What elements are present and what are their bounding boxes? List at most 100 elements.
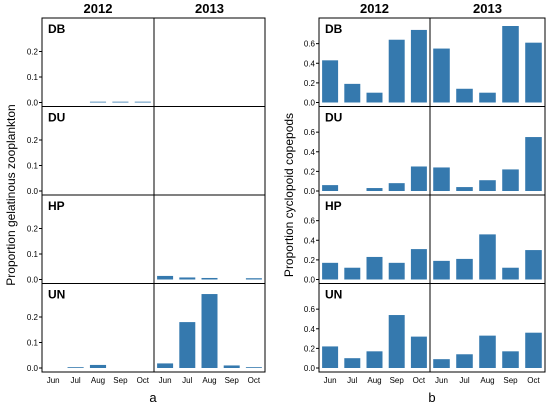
year-header: 2013 — [195, 1, 224, 16]
bar — [410, 249, 427, 280]
y-tick-label: 0.2 — [27, 225, 39, 234]
y-tick-label: 0.6 — [304, 40, 316, 49]
bar — [388, 315, 405, 368]
chart-b: 2012 2013 Proportion cyclopoid copepods 0.0… — [282, 1, 546, 405]
bar — [525, 42, 542, 103]
month-label: Oct — [527, 376, 540, 385]
bar — [479, 92, 496, 103]
y-tick-label: 0.0 — [304, 99, 316, 108]
site-label: UN — [325, 288, 342, 302]
y-tick-label: 0.0 — [27, 276, 39, 285]
bar — [344, 267, 361, 280]
bar — [89, 364, 107, 368]
bar — [410, 166, 427, 191]
year-header: 2013 — [473, 1, 502, 16]
month-label: Sep — [225, 376, 240, 385]
y-tick-label: 0.4 — [304, 236, 316, 245]
y-tick-label: 0.0 — [304, 276, 316, 285]
subfigure-label: b — [428, 390, 435, 405]
bar — [245, 278, 262, 280]
month-label: Sep — [113, 376, 128, 385]
bar — [157, 363, 174, 368]
month-label: Jun — [324, 376, 337, 385]
month-label: Jun — [47, 376, 60, 385]
y-tick-label: 0.1 — [27, 73, 39, 82]
bar — [456, 258, 473, 280]
y-tick-label: 0.2 — [304, 167, 316, 176]
bar — [344, 83, 361, 103]
bar — [157, 275, 174, 280]
year-header: 2012 — [84, 1, 113, 16]
bar — [456, 88, 473, 103]
bar — [322, 346, 339, 368]
y-tick-label: 0.0 — [304, 187, 316, 196]
bar — [322, 60, 339, 103]
month-label: Sep — [503, 376, 518, 385]
y-tick-label: 0.0 — [304, 364, 316, 373]
y-tick-label: 0.0 — [27, 187, 39, 196]
bar — [201, 277, 218, 280]
bar — [479, 180, 496, 191]
month-label: Aug — [202, 376, 216, 385]
site-label: UN — [48, 288, 65, 302]
month-label: Aug — [480, 376, 494, 385]
month-label: Oct — [248, 376, 261, 385]
y-tick-label: 0.4 — [304, 325, 316, 334]
bar — [525, 332, 542, 368]
bar — [67, 367, 84, 368]
y-tick-label: 0.1 — [27, 162, 39, 171]
bar — [388, 39, 405, 103]
bar — [502, 169, 519, 191]
y-tick-label: 0.4 — [304, 148, 316, 157]
panel-frame — [318, 283, 546, 373]
bar — [433, 260, 450, 280]
bar — [112, 101, 129, 103]
bar — [366, 188, 383, 191]
bar — [433, 359, 450, 368]
subfigure-label: a — [149, 390, 157, 405]
bar — [502, 26, 519, 103]
y-tick-label: 0.2 — [304, 344, 316, 353]
site-label: DB — [325, 22, 343, 36]
bar — [366, 351, 383, 368]
y-tick-label: 0.6 — [304, 217, 316, 226]
bar — [502, 267, 519, 280]
site-label: HP — [48, 199, 65, 213]
bar — [479, 335, 496, 368]
bar — [179, 322, 196, 368]
month-label: Oct — [413, 376, 426, 385]
bar — [179, 277, 196, 280]
month-label: Jun — [159, 376, 172, 385]
bar — [410, 336, 427, 368]
bar — [502, 351, 519, 368]
bar — [456, 354, 473, 368]
y-tick-label: 0.2 — [27, 313, 39, 322]
month-label: Jul — [70, 376, 80, 385]
y-tick-label: 0.2 — [304, 79, 316, 88]
y-tick-label: 0.6 — [304, 128, 316, 137]
site-label: HP — [325, 199, 342, 213]
bar — [456, 187, 473, 191]
month-label: Aug — [367, 376, 381, 385]
y-tick-label: 0.1 — [27, 339, 39, 348]
y-tick-label: 0.2 — [304, 256, 316, 265]
month-label: Jul — [459, 376, 469, 385]
bar — [525, 137, 542, 191]
bar — [433, 167, 450, 191]
bar — [388, 183, 405, 191]
site-label: DB — [48, 22, 66, 36]
y-axis-label: Proportion gelatinous zooplankton — [4, 104, 18, 285]
y-tick-label: 0.2 — [27, 136, 39, 145]
bar — [388, 262, 405, 280]
bar — [322, 185, 339, 191]
month-label: Oct — [137, 376, 150, 385]
y-tick-label: 0.4 — [304, 59, 316, 68]
month-label: Sep — [390, 376, 405, 385]
bar — [134, 101, 151, 103]
bar — [245, 367, 262, 368]
bar — [525, 250, 542, 280]
bar — [433, 48, 450, 103]
bar — [479, 234, 496, 280]
bar — [322, 262, 339, 280]
